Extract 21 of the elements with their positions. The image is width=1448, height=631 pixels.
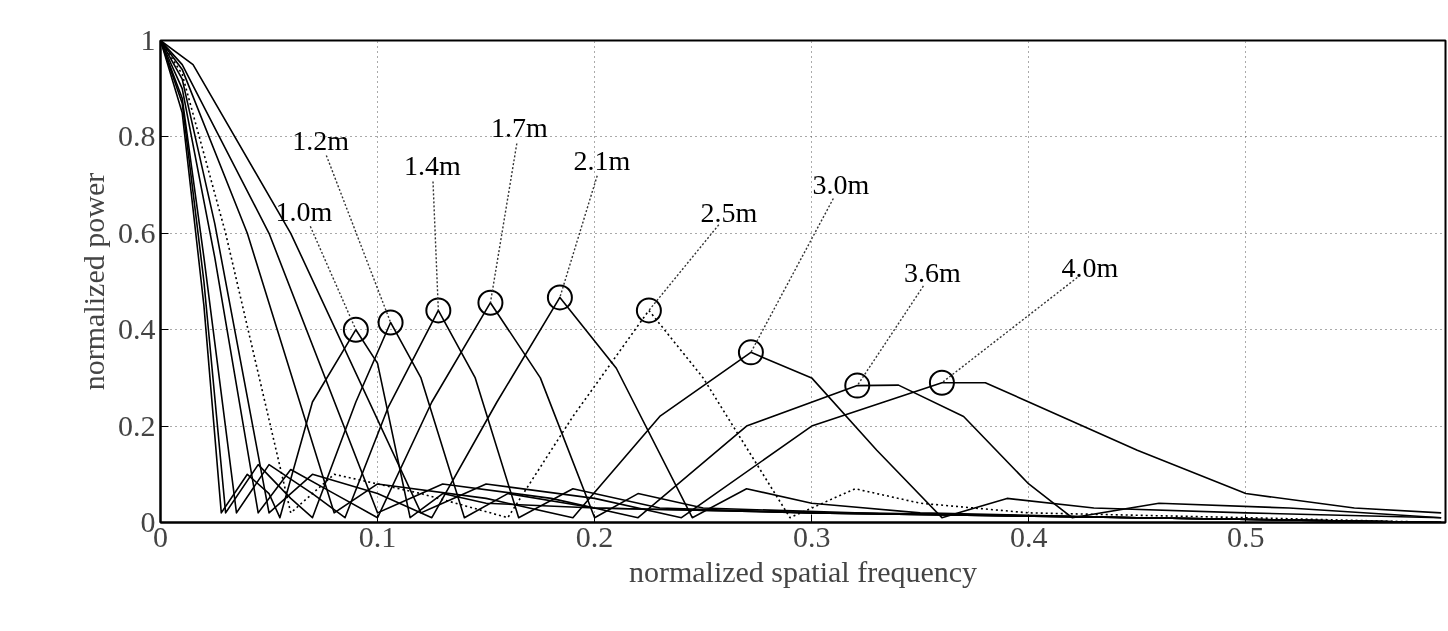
- x-tick-label: 0.1: [358, 519, 397, 553]
- y-tick-label: 0.8: [118, 119, 156, 153]
- annotation: 2.5m: [700, 196, 758, 228]
- annotation: 3.0m: [812, 168, 870, 200]
- y-tick-label: 0.4: [118, 312, 156, 346]
- x-tick-label: 0.4: [1009, 519, 1048, 553]
- x-tick-label: 0.5: [1227, 519, 1265, 553]
- y-tick-label: 0.2: [118, 408, 156, 442]
- annotation: 3.6m: [903, 257, 961, 289]
- y-tick-label: 1: [140, 23, 156, 56]
- annotation: 2.1m: [573, 144, 631, 176]
- annotation: 1.0m: [275, 196, 333, 228]
- x-tick-label: 0.3: [792, 519, 831, 553]
- x-tick-label: 0.2: [575, 519, 614, 553]
- annotation: 1.2m: [292, 124, 350, 156]
- annotation: 1.7m: [491, 112, 549, 144]
- y-tick-label: 0.6: [118, 215, 156, 249]
- y-axis-title: normalized power: [77, 172, 110, 391]
- annotation: 1.4m: [403, 149, 461, 181]
- x-axis-title: normalized spatial frequency: [628, 554, 978, 588]
- annotation: 4.0m: [1061, 252, 1119, 284]
